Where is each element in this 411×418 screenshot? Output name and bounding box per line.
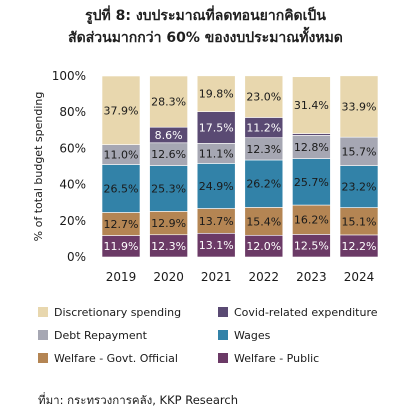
x-tick-label: 2024 [344,270,375,284]
data-label: 11.2% [246,122,281,135]
data-label: 15.1% [342,215,377,228]
x-tick-label: 2021 [201,270,232,284]
legend-label: Debt Repayment [54,329,147,342]
legend-item: Wages [218,329,270,343]
bar-segment [101,75,141,145]
bar-segment [244,159,284,208]
data-label: 12.6% [151,148,186,161]
data-label: 12.3% [151,240,186,253]
bar-segment [149,75,188,128]
bar-segment [292,158,331,206]
y-tick-label: 20% [59,214,86,228]
legend-item: Covid-related expenditure [218,306,378,320]
data-label: 33.9% [342,100,377,113]
data-label: 11.0% [104,149,139,162]
bar-segment [292,204,331,235]
data-label: 13.1% [199,239,234,252]
data-label: 24.9% [199,180,234,193]
data-label: 12.3% [246,143,281,156]
bar-segment [339,75,379,138]
bar-segment [196,163,236,209]
legend-label: Discretionary spending [54,306,182,319]
data-label: 11.9% [104,240,139,253]
bar-segment [339,165,379,208]
data-label: 12.5% [294,240,329,253]
data-label: 11.1% [199,147,234,160]
bar-segment [196,75,236,112]
y-tick-label: 80% [59,105,86,119]
data-label: 37.9% [104,104,139,117]
bar-segment [149,165,188,212]
y-tick-label: 60% [59,141,86,155]
legend-label: Wages [234,329,271,342]
data-label: 31.4% [294,99,329,112]
source-note: ที่มา: กระทรวงการคลัง, KKP Research [38,393,238,407]
x-tick-label: 2022 [249,270,280,284]
bar-segment [101,164,141,213]
data-label: 28.3% [151,96,186,109]
data-label: 17.5% [199,121,234,134]
data-label: 19.8% [199,88,234,101]
data-label: 16.2% [294,214,329,227]
y-tick-label: 40% [59,178,86,192]
bar-segment [244,207,284,236]
legend-item: Welfare - Public [218,352,319,366]
data-label: 25.3% [151,182,186,195]
data-label: 12.8% [294,141,329,154]
x-tick-label: 2019 [106,270,137,284]
data-label: 23.2% [342,181,377,194]
data-label: 15.4% [246,215,281,228]
data-label: 12.9% [151,217,186,230]
data-label: 15.7% [342,145,377,158]
data-label: 12.0% [246,240,281,253]
legend-swatch [218,307,228,317]
bar-segment [339,207,379,236]
y-tick-label: 0% [67,250,86,264]
data-label: 23.0% [246,91,281,104]
bar-segment [244,75,284,118]
bar-segment [196,208,236,234]
data-label: 13.7% [199,215,234,228]
legend-swatch [38,330,48,340]
legend-item: Debt Repayment [38,329,147,343]
chart-title-line-2: สัดส่วนมากกว่า 60% ของงบประมาณทั้งหมด [68,30,343,46]
x-tick-label: 2020 [153,270,184,284]
data-label: 26.2% [246,178,281,191]
legend-item: Welfare - Govt. Official [38,352,178,366]
stacked-bar-chart: 0% 20% 40% 60% 80% 100% % of total budget spen… [32,69,379,284]
data-label: 12.2% [342,240,377,253]
data-label: 25.7% [294,176,329,189]
y-axis-label: % of total budget spending [32,92,45,242]
legend-swatch [218,330,228,340]
data-label: 12.7% [104,218,139,231]
legend-swatch [38,307,48,317]
data-label: 26.5% [104,182,139,195]
legend-swatch [218,353,228,363]
y-tick-label: 100% [52,69,86,83]
legend-item: Discretionary spending [38,306,181,320]
legend-swatch [38,353,48,363]
legend-label: Welfare - Govt. Official [54,352,178,365]
bar-segment [292,76,331,134]
x-tick-label: 2023 [296,270,327,284]
data-label: 8.6% [155,129,183,142]
chart-title-line-1: รูปที่ 8: งบประมาณที่ลดทอนยากคิดเป็น [85,8,326,24]
legend-label: Welfare - Public [234,352,320,365]
legend-label: Covid-related expenditure [234,306,378,319]
